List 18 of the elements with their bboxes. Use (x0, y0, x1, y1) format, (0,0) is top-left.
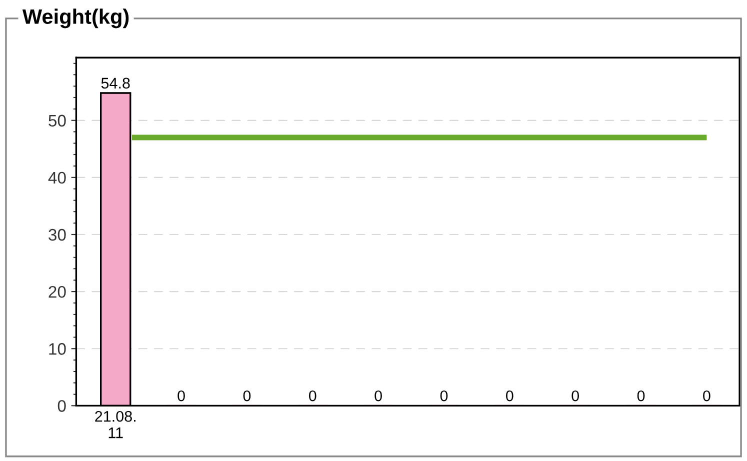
y-tick-label: 0 (58, 400, 66, 412)
chart-title: Weight(kg) (22, 8, 129, 28)
y-tick-label: 30 (48, 228, 66, 241)
data-label: 0 (572, 390, 579, 402)
data-label: 54.8 (101, 78, 130, 89)
data-label: 0 (374, 390, 382, 402)
y-tick-label: 10 (49, 343, 66, 355)
data-label: 0 (308, 390, 316, 402)
data-label: 0 (178, 390, 185, 402)
data-label: 0 (506, 390, 514, 402)
data-label: 0 (703, 390, 710, 402)
y-tick-label: 40 (48, 172, 66, 184)
data-label: 0 (440, 390, 448, 402)
x-tick-label: 21.08. 11 (95, 410, 136, 438)
y-tick-label: 50 (48, 114, 66, 127)
y-tick-label: 20 (48, 286, 66, 298)
data-label: 0 (637, 390, 645, 402)
data-label: 0 (243, 390, 251, 402)
